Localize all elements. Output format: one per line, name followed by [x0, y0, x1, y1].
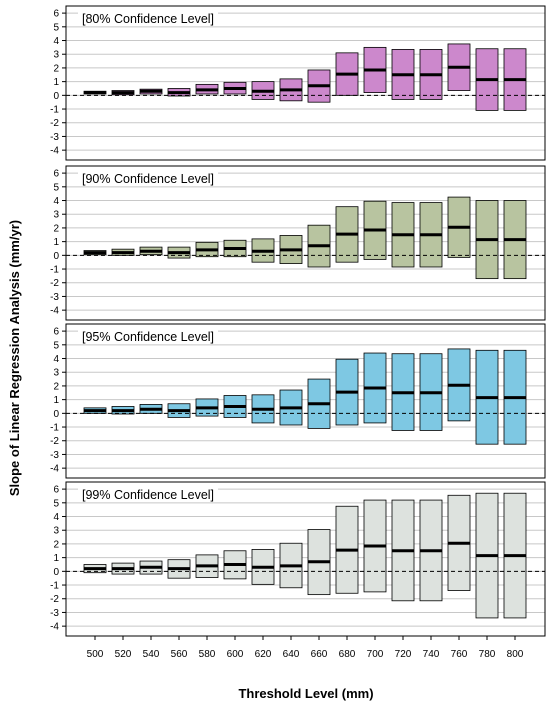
- y-tick-label: -2: [50, 436, 59, 447]
- panel-label: [90% Confidence Level]: [82, 172, 214, 186]
- x-tick-label: 700: [367, 649, 384, 660]
- x-tick-label: 660: [311, 649, 328, 660]
- x-tick-label: 780: [479, 649, 496, 660]
- y-tick-label: 2: [53, 539, 59, 550]
- y-tick-label: -1: [50, 105, 59, 116]
- panel-label-background: [78, 10, 219, 26]
- panel-label-background: [78, 486, 219, 502]
- panel-3: -4 -3 -2 -1 0 1 2 3 4 5 6 [95% Confidence Level]: [50, 323, 546, 479]
- y-tick-label: 6: [53, 9, 59, 20]
- y-tick-label: -2: [50, 278, 59, 289]
- panel-label-group: [95% Confidence Level]: [78, 328, 219, 344]
- y-tick-label: 4: [53, 512, 59, 523]
- y-tick-label: 2: [53, 223, 59, 234]
- y-tick-label: 2: [53, 381, 59, 392]
- y-tick-label: 3: [53, 526, 59, 537]
- y-tick-label: 1: [53, 237, 59, 248]
- y-tick-label: 3: [53, 368, 59, 379]
- panel-frame: [65, 5, 546, 161]
- y-tick-label: 6: [53, 327, 59, 338]
- y-tick-label: -2: [50, 118, 59, 129]
- y-tick-label: -1: [50, 265, 59, 276]
- y-tick-label: 1: [53, 77, 59, 88]
- x-tick-label: 500: [87, 649, 104, 660]
- y-tick-label: -3: [50, 132, 59, 143]
- panel-label: [80% Confidence Level]: [82, 12, 214, 26]
- y-tick-label: 0: [53, 91, 59, 102]
- y-tick-label: -4: [50, 306, 59, 317]
- x-tick-label: 680: [339, 649, 356, 660]
- x-tick-label: 720: [395, 649, 412, 660]
- y-tick-label: -3: [50, 450, 59, 461]
- x-tick-label: 760: [451, 649, 468, 660]
- y-tick-label: 2: [53, 63, 59, 74]
- panel-label-group: [90% Confidence Level]: [78, 170, 219, 186]
- x-tick-label: 540: [143, 649, 160, 660]
- y-tick-label: 5: [53, 498, 59, 509]
- y-tick-label: -4: [50, 464, 59, 475]
- x-axis: 500 520 540 560 580 600 620 640 660 680 700 720 740 7…: [87, 636, 524, 660]
- panel-label-group: [80% Confidence Level]: [78, 10, 219, 26]
- panel-1: -4 -3 -2 -1 0 1 2 3 4 5 6 [80% Confidence Level]: [50, 5, 546, 161]
- y-tick-label: 6: [53, 485, 59, 496]
- y-tick-label: -3: [50, 608, 59, 619]
- x-tick-label: 640: [283, 649, 300, 660]
- y-tick-label: -2: [50, 594, 59, 605]
- y-tick-label: 3: [53, 50, 59, 61]
- y-tick-label: 1: [53, 395, 59, 406]
- y-tick-label: 4: [53, 196, 59, 207]
- panel-label: [99% Confidence Level]: [82, 488, 214, 502]
- panel-2: -4 -3 -2 -1 0 1 2 3 4 5 6 [90% Confidence Level]: [50, 165, 546, 321]
- x-axis-label: Threshold Level (mm): [238, 686, 373, 701]
- panel-frame: [65, 323, 546, 479]
- x-tick-label: 800: [507, 649, 524, 660]
- panel-frame: [65, 165, 546, 321]
- y-tick-label: 5: [53, 340, 59, 351]
- y-tick-label: -4: [50, 146, 59, 157]
- y-tick-label: -3: [50, 292, 59, 303]
- y-tick-label: -1: [50, 423, 59, 434]
- x-tick-label: 520: [115, 649, 132, 660]
- y-tick-label: 6: [53, 169, 59, 180]
- y-tick-label: 5: [53, 182, 59, 193]
- y-axis-label: Slope of Linear Regression Analysis (mm/…: [7, 220, 22, 496]
- y-tick-label: -1: [50, 581, 59, 592]
- panel-4: -4 -3 -2 -1 0 1 2 3 4 5 6 [99% Confidence Level]: [50, 481, 546, 637]
- panel-frame: [65, 481, 546, 637]
- y-tick-label: 1: [53, 553, 59, 564]
- y-tick-label: 4: [53, 354, 59, 365]
- panel-label-group: [99% Confidence Level]: [78, 486, 219, 502]
- y-tick-label: 0: [53, 567, 59, 578]
- y-tick-label: 4: [53, 36, 59, 47]
- x-tick-label: 740: [423, 649, 440, 660]
- panel-label-background: [78, 170, 219, 186]
- x-tick-label: 620: [255, 649, 272, 660]
- panel-label: [95% Confidence Level]: [82, 330, 214, 344]
- x-tick-label: 580: [199, 649, 216, 660]
- y-tick-label: 0: [53, 409, 59, 420]
- x-tick-label: 600: [227, 649, 244, 660]
- x-tick-label: 560: [171, 649, 188, 660]
- y-tick-label: -4: [50, 622, 59, 633]
- panel-label-background: [78, 328, 219, 344]
- y-tick-label: 5: [53, 22, 59, 33]
- y-tick-label: 0: [53, 251, 59, 262]
- y-tick-label: 3: [53, 210, 59, 221]
